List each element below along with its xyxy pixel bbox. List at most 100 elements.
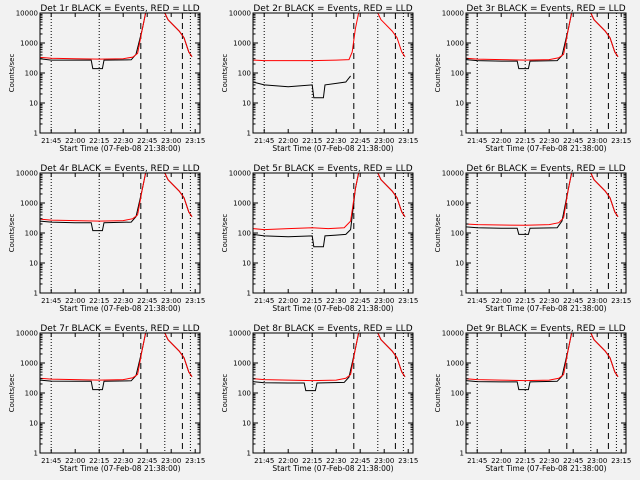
x-tick-label: 22:15 [515,297,535,305]
y-tick-label: 1000 [233,200,251,208]
x-axis-label: Start Time (07-Feb-08 21:38:00) [272,304,393,313]
y-axis-label: Counts/sec [221,214,229,253]
x-tick-label: 23:00 [161,457,181,465]
series-line-red [253,13,406,62]
y-tick-label: 1000 [20,360,38,368]
x-tick-label: 22:45 [137,457,157,465]
x-tick-label: 21:45 [467,137,487,145]
plot-frame [39,172,201,294]
y-axis-label: Counts/sec [434,54,442,93]
panel-8: 1 10 100 1000 10000 21:45 22:00 22:15 22:30 22:45… [221,324,418,473]
x-tick-label: 22:30 [326,137,346,145]
plot-frame [39,332,201,454]
x-tick-label: 22:15 [89,137,109,145]
x-axis-label: Start Time (07-Feb-08 21:38:00) [59,144,180,153]
y-axis-label: Counts/sec [8,54,16,93]
y-tick-label: 1000 [20,200,38,208]
x-tick-label: 22:30 [539,297,559,305]
plot-frame [252,172,414,294]
y-tick-label: 100 [451,390,464,398]
x-axis-label: Start Time (07-Feb-08 21:38:00) [485,144,606,153]
x-tick-label: 21:45 [254,137,274,145]
x-tick-label: 23:00 [161,297,181,305]
series-line-red [40,333,193,381]
x-tick-label: 22:30 [326,457,346,465]
y-axis-label: Counts/sec [221,54,229,93]
x-tick-label: 22:00 [65,137,85,145]
plot-frame [465,332,627,454]
y-tick-label: 1 [34,130,38,138]
panel-title: Det 4r BLACK = Events, RED = LLD [40,164,199,174]
x-tick-label: 21:45 [41,457,61,465]
panel-5: 1 10 100 1000 10000 21:45 22:00 22:15 22:30 22:45… [221,164,418,313]
x-tick-label: 22:15 [302,457,322,465]
plot-frame [252,332,414,454]
panel-title: Det 6r BLACK = Events, RED = LLD [466,164,625,174]
y-tick-label: 10000 [229,170,251,178]
series-line-black [40,173,193,232]
plot-frame [465,172,627,294]
x-axis-label: Start Time (07-Feb-08 21:38:00) [485,464,606,473]
panel-6: 1 10 100 1000 10000 21:45 22:00 22:15 22:30 22:45… [434,164,631,313]
x-tick-label: 21:45 [41,137,61,145]
panel-title: Det 1r BLACK = Events, RED = LLD [40,4,199,14]
y-tick-label: 10 [455,100,464,108]
x-tick-label: 22:30 [113,457,133,465]
x-tick-label: 23:00 [374,297,394,305]
x-tick-label: 22:15 [89,297,109,305]
x-tick-label: 23:00 [374,137,394,145]
y-tick-label: 100 [25,230,38,238]
y-tick-label: 1 [460,450,464,458]
y-axis-label: Counts/sec [221,374,229,413]
x-tick-label: 22:00 [491,297,511,305]
y-tick-label: 1000 [446,360,464,368]
y-tick-label: 1 [247,450,251,458]
y-tick-label: 1000 [20,40,38,48]
x-axis-label: Start Time (07-Feb-08 21:38:00) [59,464,180,473]
panel-title: Det 7r BLACK = Events, RED = LLD [40,324,199,334]
y-tick-label: 100 [25,390,38,398]
x-tick-label: 22:15 [515,457,535,465]
y-tick-label: 10 [242,100,251,108]
panel-title: Det 9r BLACK = Events, RED = LLD [466,324,625,334]
x-tick-label: 22:00 [491,137,511,145]
x-tick-label: 22:45 [563,457,583,465]
x-tick-label: 22:00 [65,457,85,465]
x-tick-label: 22:00 [278,457,298,465]
plot-frame [252,12,414,134]
y-tick-label: 1 [247,290,251,298]
y-tick-label: 10000 [16,170,38,178]
x-tick-label: 22:30 [539,137,559,145]
x-axis-label: Start Time (07-Feb-08 21:38:00) [485,304,606,313]
x-tick-label: 21:45 [254,457,274,465]
y-tick-label: 10000 [229,330,251,338]
x-tick-label: 23:00 [161,137,181,145]
x-tick-label: 22:45 [350,457,370,465]
x-tick-label: 22:45 [563,137,583,145]
y-tick-label: 1000 [233,360,251,368]
y-tick-label: 10 [29,260,38,268]
panel-title: Det 3r BLACK = Events, RED = LLD [466,4,625,14]
y-tick-label: 1 [460,290,464,298]
x-tick-label: 23:15 [398,297,418,305]
x-tick-label: 22:45 [137,297,157,305]
y-tick-label: 100 [451,70,464,78]
y-tick-label: 10000 [442,330,464,338]
x-tick-label: 21:45 [467,297,487,305]
x-axis-label: Start Time (07-Feb-08 21:38:00) [59,304,180,313]
x-axis-label: Start Time (07-Feb-08 21:38:00) [272,464,393,473]
y-tick-label: 1000 [233,40,251,48]
y-tick-label: 1 [460,130,464,138]
x-tick-label: 23:15 [611,297,631,305]
x-tick-label: 22:45 [137,137,157,145]
series-line-black [253,333,406,392]
y-axis-label: Counts/sec [434,214,442,253]
y-tick-label: 10 [455,420,464,428]
series-line-red [466,13,619,61]
y-tick-label: 1 [34,290,38,298]
panel-3: 1 10 100 1000 10000 21:45 22:00 22:15 22:30 22:45… [434,4,631,153]
y-tick-label: 100 [238,70,251,78]
panel-title: Det 2r BLACK = Events, RED = LLD [253,4,412,14]
y-tick-label: 10 [29,420,38,428]
